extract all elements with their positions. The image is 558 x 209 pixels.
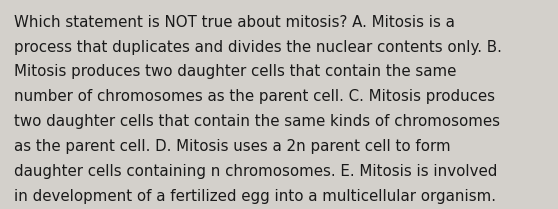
Text: two daughter cells that contain the same kinds of chromosomes: two daughter cells that contain the same… — [14, 114, 500, 129]
Text: as the parent cell. D. Mitosis uses a 2n parent cell to form: as the parent cell. D. Mitosis uses a 2n… — [14, 139, 450, 154]
Text: Mitosis produces two daughter cells that contain the same: Mitosis produces two daughter cells that… — [14, 64, 456, 79]
Text: in development of a fertilized egg into a multicellular organism.: in development of a fertilized egg into … — [14, 189, 496, 204]
Text: daughter cells containing n chromosomes. E. Mitosis is involved: daughter cells containing n chromosomes.… — [14, 164, 497, 179]
Text: process that duplicates and divides the nuclear contents only. B.: process that duplicates and divides the … — [14, 40, 502, 55]
Text: Which statement is NOT true about mitosis? A. Mitosis is a: Which statement is NOT true about mitosi… — [14, 15, 455, 30]
Text: number of chromosomes as the parent cell. C. Mitosis produces: number of chromosomes as the parent cell… — [14, 89, 495, 104]
